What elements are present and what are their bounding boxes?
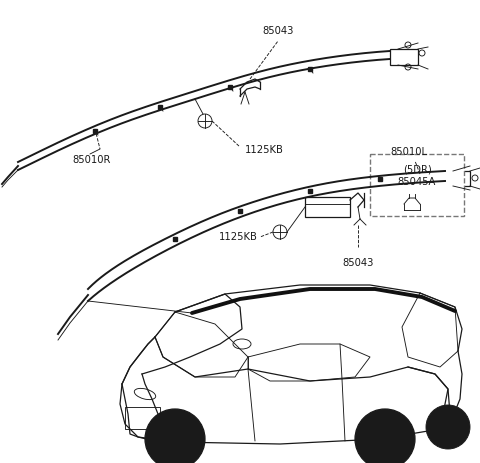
Bar: [125, 407, 160, 429]
Bar: [370, 155, 464, 217]
Circle shape: [377, 432, 393, 446]
Text: 85010R: 85010R: [72, 155, 110, 165]
Ellipse shape: [134, 388, 156, 400]
Text: 85043: 85043: [342, 257, 374, 268]
Text: 85010L: 85010L: [390, 147, 427, 156]
Text: (5DR): (5DR): [403, 165, 432, 175]
Circle shape: [355, 409, 415, 463]
Circle shape: [365, 419, 405, 458]
FancyBboxPatch shape: [445, 172, 470, 187]
Circle shape: [435, 414, 461, 440]
Circle shape: [145, 409, 205, 463]
Text: 85045A: 85045A: [398, 176, 436, 187]
Circle shape: [426, 405, 470, 449]
FancyBboxPatch shape: [390, 50, 418, 66]
Text: 85043: 85043: [262, 26, 294, 36]
FancyBboxPatch shape: [305, 198, 350, 218]
Circle shape: [168, 432, 182, 446]
Text: 1125KB: 1125KB: [219, 232, 258, 242]
Circle shape: [156, 419, 194, 458]
Text: 1125KB: 1125KB: [245, 144, 284, 155]
Ellipse shape: [233, 339, 251, 349]
